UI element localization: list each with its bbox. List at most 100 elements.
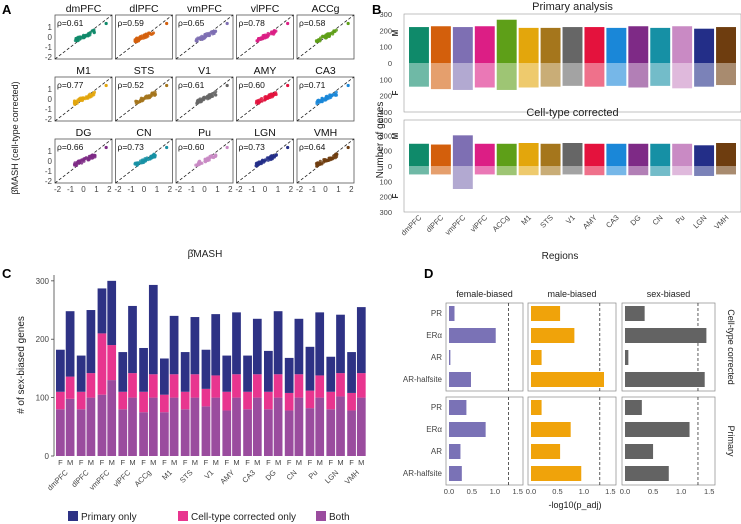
- data-point: [261, 34, 265, 38]
- bar-primary-VMH: [356, 307, 366, 374]
- x-tick-label: 1: [155, 185, 160, 194]
- y-tick-label: 200: [379, 193, 392, 202]
- y-tick-label: 100: [379, 147, 392, 156]
- bar-celltype-ACCg: [148, 374, 158, 398]
- bar-male-DG: [628, 143, 649, 166]
- sex-label: F: [224, 458, 229, 467]
- facet-rho-STS: ρ=0.52: [118, 80, 145, 90]
- bar-both-STS: [180, 409, 190, 456]
- data-point: [210, 94, 215, 98]
- panel-c-ylabel: # of sex-biased genes: [16, 316, 27, 414]
- data-point: [82, 34, 86, 39]
- x-tick-label: 0: [81, 185, 86, 194]
- bar-male-M1: [518, 143, 539, 166]
- bar-male-CN: [650, 143, 671, 166]
- data-point: [165, 145, 169, 150]
- bar-celltype-dlPFC: [86, 373, 96, 398]
- data-point: [104, 83, 108, 88]
- bar-male-CN: [650, 27, 671, 64]
- bar-female-PR: [449, 306, 455, 321]
- bar-celltype-vlPFC: [118, 391, 128, 410]
- bar-both-CN: [294, 397, 304, 456]
- data-point: [324, 33, 328, 37]
- bar-sex-PR: [625, 306, 645, 321]
- bar-male-DG: [628, 26, 649, 63]
- bar-primary-CA3: [243, 355, 252, 392]
- motif-label-3: AR-halfsite: [403, 375, 443, 384]
- motif-label-0: PR: [431, 309, 442, 318]
- x-tick-label: 1: [276, 185, 281, 194]
- bar-male-ERα: [531, 422, 571, 437]
- bar-female-V1: [562, 166, 583, 175]
- x-tick-label: -1: [248, 185, 256, 194]
- data-point: [146, 96, 150, 100]
- bar-both-vmPFC: [107, 380, 117, 456]
- bar-male-AR-halfsite: [531, 372, 605, 387]
- facet-title-vmPFC: vmPFC: [187, 3, 222, 15]
- y-tick-label: -2: [45, 177, 53, 186]
- data-point: [198, 100, 202, 104]
- bar-female-STS: [540, 63, 561, 87]
- data-point: [88, 156, 92, 160]
- bar-primary-CN: [294, 318, 304, 375]
- x-tick-label: 1.5: [512, 487, 522, 496]
- x-tick-vlPFC: vlPFC: [111, 468, 132, 489]
- data-point: [213, 153, 218, 157]
- facet-title-LGN: LGN: [254, 127, 276, 139]
- bar-primary-vlPFC: [128, 305, 137, 374]
- bar-primary-M1: [160, 358, 169, 395]
- sex-label: F: [245, 458, 250, 467]
- sex-label: M: [337, 458, 343, 467]
- y-tick-label: 300: [379, 208, 392, 217]
- motif-label-1: ERα: [426, 425, 442, 434]
- bar-celltype-STS: [180, 391, 190, 410]
- bar-both-DG: [273, 397, 283, 456]
- y-tick-label: 100: [379, 75, 392, 84]
- x-tick-vmPFC: vmPFC: [87, 468, 111, 492]
- facet-rho-dlPFC: ρ=0.59: [118, 18, 145, 28]
- bar-both-vlPFC: [118, 409, 128, 456]
- bar-primary-STS: [190, 317, 200, 375]
- bar-both-CN: [284, 410, 294, 456]
- bar-celltype-V1: [211, 375, 221, 398]
- bar-female-VMH: [716, 166, 736, 175]
- bar-female-STS: [540, 166, 561, 176]
- x-tick-label: 0: [263, 185, 268, 194]
- y-tick-label: 300: [379, 108, 392, 117]
- y-tick-label: 200: [379, 131, 392, 140]
- data-point: [73, 100, 77, 104]
- x-tick-label: 1.0: [490, 487, 500, 496]
- data-point: [165, 83, 169, 88]
- facet-title-vlPFC: vlPFC: [251, 3, 280, 15]
- bar-primary-STS: [180, 352, 190, 392]
- x-tick-Pu: Pu: [674, 213, 687, 226]
- bar-female-dlPFC: [430, 166, 451, 175]
- sex-label: M: [233, 458, 239, 467]
- x-tick-VMH: VMH: [712, 213, 730, 231]
- bar-celltype-CA3: [252, 374, 262, 398]
- bar-female-LGN: [694, 166, 715, 176]
- bar-female-CN: [650, 63, 671, 86]
- bar-male-M1: [518, 27, 539, 64]
- bar-celltype-CN: [284, 392, 294, 411]
- bar-both-VMH: [356, 397, 366, 456]
- facet-col-0: female-biased: [456, 289, 513, 299]
- x-tick-CA3: CA3: [604, 213, 621, 230]
- panel-a-xlabel: β̂MASH: [188, 248, 223, 260]
- bar-female-CA3: [606, 63, 627, 86]
- bar-primary-DG: [273, 311, 283, 375]
- legend-swatch-celltype_only: [178, 511, 188, 521]
- data-point: [323, 36, 327, 40]
- bar-female-dmPFC: [409, 166, 429, 175]
- bar-female-CA3: [606, 166, 627, 176]
- data-point: [212, 31, 216, 36]
- bar-female-M1: [518, 63, 539, 88]
- data-point: [332, 154, 336, 158]
- bar-celltype-STS: [190, 374, 200, 398]
- bar-celltype-CN: [294, 374, 304, 398]
- sex-label: M: [358, 458, 364, 467]
- data-point: [260, 159, 264, 163]
- bar-male-ERα: [531, 328, 575, 343]
- legend-label-primary_only: Primary only: [81, 512, 137, 523]
- data-point: [225, 83, 229, 88]
